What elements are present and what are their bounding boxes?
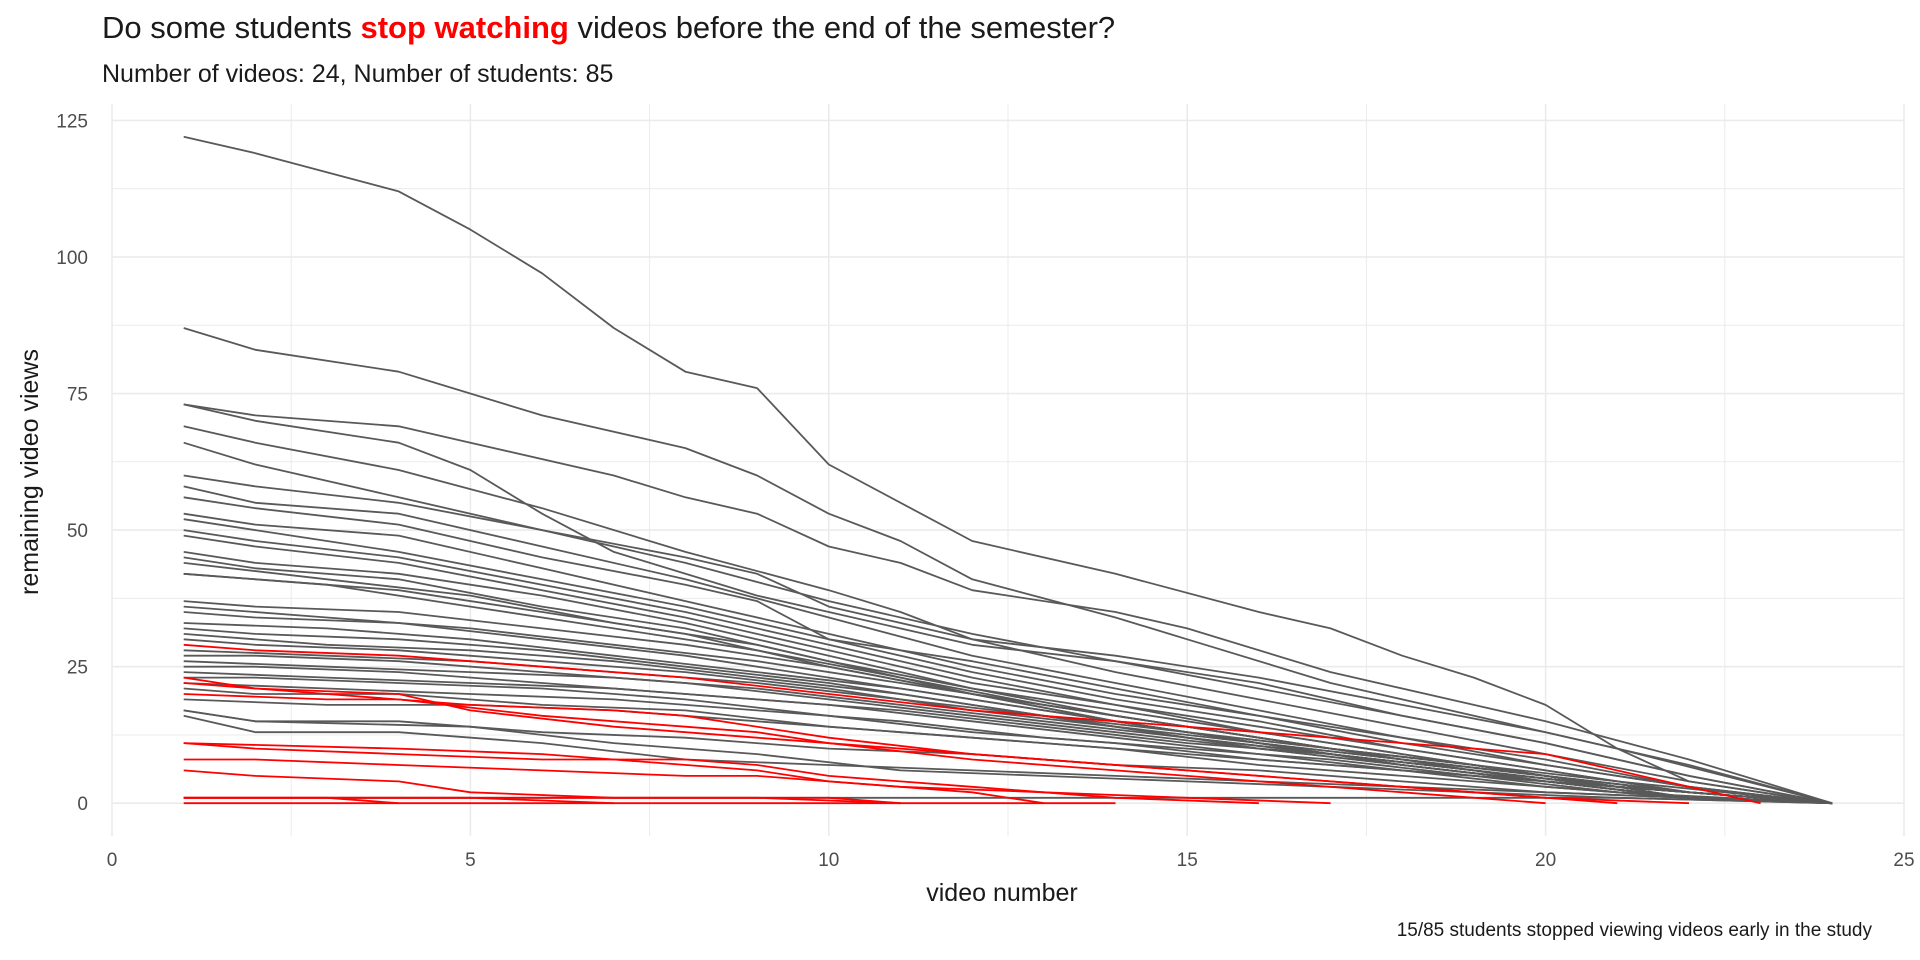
student-line-continued <box>183 403 1833 805</box>
student-line-continued <box>183 441 1833 805</box>
student-line-continued <box>183 682 1833 805</box>
y-tick-label: 125 <box>56 111 88 132</box>
x-tick-label: 10 <box>818 850 839 871</box>
student-line-stopped <box>183 682 1690 805</box>
student-line-continued <box>183 327 1833 805</box>
chart-title: Do some students stop watching videos be… <box>102 10 1115 46</box>
x-tick-label: 0 <box>107 850 118 871</box>
student-line-stopped <box>183 676 1618 805</box>
student-line-stopped <box>183 693 1546 805</box>
y-tick-label: 75 <box>67 385 88 406</box>
title-post: videos before the end of the semester? <box>568 10 1116 45</box>
student-line-stopped <box>183 758 1044 805</box>
series-stopped <box>183 643 1761 805</box>
student-line-stopped <box>183 742 1331 805</box>
x-tick-label: 5 <box>465 850 476 871</box>
chart-caption: 15/85 students stopped viewing videos ea… <box>1396 920 1872 941</box>
y-tick-label: 0 <box>77 794 88 815</box>
y-axis-label: remaining video views <box>16 349 44 595</box>
y-tick-label: 100 <box>56 248 88 269</box>
x-tick-label: 15 <box>1177 850 1198 871</box>
student-line-continued <box>183 671 1833 805</box>
student-line-continued <box>183 474 1833 805</box>
student-line-continued <box>183 485 1833 805</box>
student-line-continued <box>183 135 1833 805</box>
x-tick-label: 20 <box>1535 850 1556 871</box>
student-line-continued <box>183 714 1833 805</box>
x-tick-label: 25 <box>1893 850 1914 871</box>
student-line-stopped <box>183 796 901 805</box>
title-highlight: stop watching <box>360 10 569 45</box>
student-line-stopped <box>183 769 901 805</box>
student-line-stopped <box>183 643 1761 805</box>
student-line-continued <box>183 529 1833 805</box>
y-tick-label: 25 <box>67 658 88 679</box>
student-line-continued <box>183 512 1833 805</box>
y-tick-label: 50 <box>67 521 88 542</box>
series-continued <box>183 135 1833 805</box>
chart-subtitle: Number of videos: 24, Number of students… <box>102 60 614 88</box>
title-pre: Do some students <box>102 10 361 45</box>
axis-ticks: 0 5 10 15 20 25 0 25 50 75 100 125 <box>56 111 1914 871</box>
x-axis-label: video number <box>926 879 1077 907</box>
student-line-continued <box>183 622 1833 805</box>
